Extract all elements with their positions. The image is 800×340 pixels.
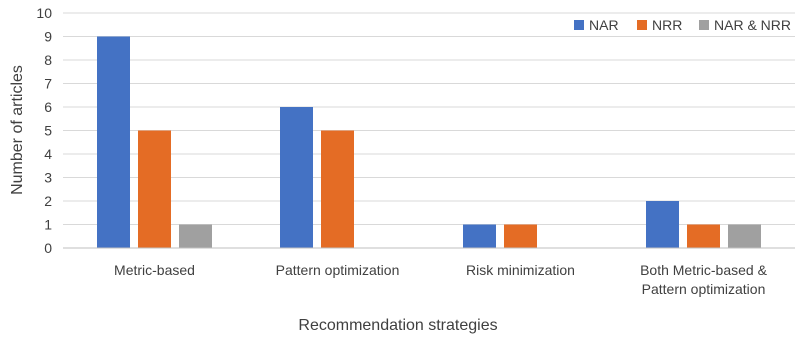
bar [463,224,496,248]
x-tick-label: Pattern optimization [276,262,400,278]
legend-swatch [699,20,709,30]
y-tick-label: 8 [44,52,52,68]
bar [138,130,171,248]
bar [280,107,313,248]
bar [687,224,720,248]
legend: NAR NRR NAR & NRR [574,17,791,33]
y-tick-label: 3 [44,170,52,186]
y-tick-label: 2 [44,193,52,209]
bar [728,224,761,248]
y-tick-labels: 0 1 2 3 4 5 6 7 8 9 10 [36,5,52,256]
x-tick-label: Metric-based [114,262,195,278]
bar [504,224,537,248]
bar [179,224,212,248]
bar [97,36,130,248]
y-tick-label: 0 [44,240,52,256]
x-tick-labels: Metric-based Pattern optimization Risk min… [114,262,768,297]
gridlines [63,12,795,225]
x-axis-label: Recommendation strategies [298,317,497,334]
bar [646,201,679,248]
legend-label: NAR & NRR [714,17,791,33]
y-tick-label: 9 [44,29,52,45]
x-tick-label: Both Metric-based & Pattern optimization [640,262,767,297]
y-tick-label: 5 [44,123,52,139]
x-tick-label: Risk minimization [466,262,575,278]
bars [97,36,761,248]
y-tick-label: 1 [44,217,52,233]
legend-swatch [574,20,584,30]
y-tick-label: 7 [44,76,52,92]
legend-label: NRR [652,17,682,33]
y-tick-label: 6 [44,99,52,115]
y-tick-label: 4 [44,146,52,162]
y-tick-label: 10 [36,5,52,21]
legend-label: NAR [589,17,619,33]
y-axis-label: Number of articles [9,65,26,195]
legend-swatch [637,20,647,30]
bar [321,130,354,248]
